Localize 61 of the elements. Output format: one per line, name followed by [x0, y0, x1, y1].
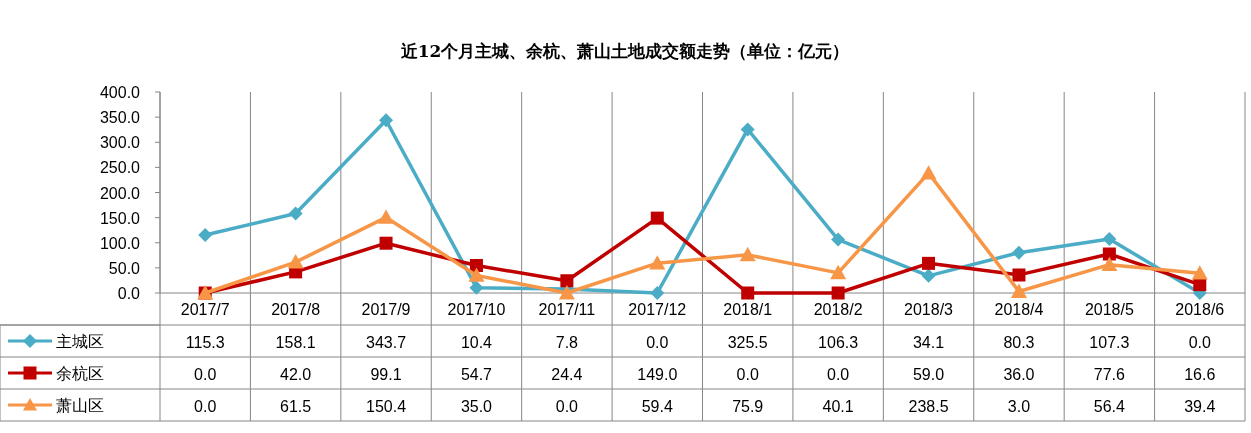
data-label: 0.0: [1188, 334, 1212, 351]
x-tick-label: 2018/5: [1084, 301, 1134, 318]
data-label: 99.1: [370, 366, 402, 383]
y-tick-label: 0.0: [117, 285, 141, 302]
data-label: 42.0: [280, 366, 312, 383]
data-label: 77.6: [1093, 366, 1126, 383]
data-label: 0.0: [194, 398, 217, 415]
y-tick-label: 50.0: [108, 259, 141, 277]
data-label: 24.4: [551, 366, 583, 383]
data-label: 0.0: [646, 334, 669, 351]
data-label: 7.8: [555, 334, 579, 351]
data-label: 0.0: [736, 366, 759, 383]
x-tick-label: 2018/2: [813, 301, 863, 318]
data-label: 115.3: [185, 334, 225, 351]
data-label: 149.0: [637, 366, 678, 383]
data-label: 61.5: [280, 398, 312, 415]
x-tick-label: 2018/1: [723, 301, 773, 318]
y-tick-label: 100.0: [99, 234, 141, 252]
y-tick-label: 400.0: [99, 84, 141, 101]
y-tick-label: 350.0: [99, 109, 141, 127]
data-label: 35.0: [460, 398, 493, 415]
legend-label: 主城区: [56, 333, 104, 350]
y-tick-label: 250.0: [99, 159, 141, 177]
y-tick-label: 300.0: [99, 134, 141, 152]
x-tick-label: 2017/8: [271, 301, 321, 318]
data-label: 107.3: [1089, 334, 1130, 351]
data-label: 56.4: [1093, 398, 1126, 415]
x-tick-label: 2017/7: [180, 301, 230, 318]
x-tick-label: 2018/6: [1175, 301, 1225, 318]
x-tick-label: 2017/9: [361, 301, 411, 318]
data-label: 150.4: [366, 398, 407, 415]
x-tick-label: 2018/4: [994, 301, 1044, 318]
data-label: 325.5: [727, 334, 768, 351]
data-label: 106.3: [818, 334, 859, 351]
data-label: 59.4: [641, 398, 673, 415]
legend-label: 余杭区: [56, 365, 104, 382]
data-label: 54.7: [460, 366, 493, 383]
data-label: 0.0: [555, 398, 579, 415]
data-label: 36.0: [1003, 366, 1035, 383]
x-tick-label: 2017/10: [447, 301, 506, 318]
data-label: 75.9: [732, 398, 764, 415]
data-label: 39.4: [1184, 398, 1216, 415]
data-label: 80.3: [1003, 334, 1035, 351]
data-label: 343.7: [366, 334, 407, 351]
data-label: 238.5: [908, 398, 949, 415]
data-label: 10.4: [460, 334, 493, 351]
y-tick-label: 150.0: [99, 209, 141, 227]
data-label: 40.1: [822, 398, 854, 415]
data-label: 158.1: [275, 334, 316, 351]
data-label: 0.0: [194, 366, 217, 383]
data-label: 59.0: [912, 366, 945, 383]
legend-label: 萧山区: [56, 397, 104, 414]
x-tick-label: 2017/12: [628, 301, 687, 318]
data-label: 34.1: [912, 334, 945, 351]
chart-title: 近12个月主城、余杭、萧山土地成交额走势（单位：亿元）: [399, 41, 850, 61]
data-label: 3.0: [1007, 398, 1031, 415]
x-tick-label: 2018/3: [904, 301, 954, 318]
y-tick-label: 200.0: [99, 184, 141, 202]
x-tick-label: 2017/11: [538, 301, 596, 318]
data-label: 0.0: [827, 366, 850, 383]
data-label: 16.6: [1184, 366, 1216, 383]
